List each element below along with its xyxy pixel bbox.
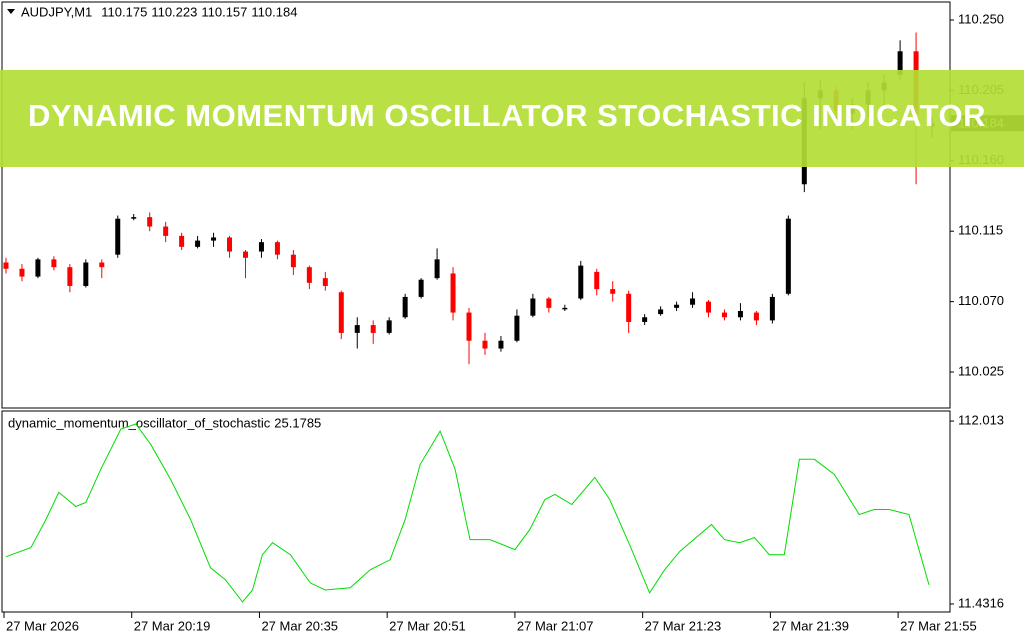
candle-body bbox=[626, 293, 632, 322]
x-tick-label: 27 Mar 21:23 bbox=[645, 618, 722, 633]
y-tick-label: 110.250 bbox=[958, 11, 1004, 26]
candle-body bbox=[721, 312, 727, 318]
candle-body bbox=[658, 309, 664, 315]
candle-body bbox=[466, 312, 472, 341]
candle-body bbox=[147, 217, 153, 227]
indicator-label: dynamic_momentum_oscillator_of_stochasti… bbox=[8, 415, 271, 430]
candle-body bbox=[546, 298, 552, 308]
candle-body bbox=[179, 235, 185, 247]
y-tick-label: 112.013 bbox=[958, 412, 1004, 427]
y-tick-label: 110.115 bbox=[958, 223, 1003, 238]
candle-body bbox=[19, 268, 25, 277]
header-price: 110.175 bbox=[101, 4, 147, 19]
candle-body bbox=[131, 217, 137, 219]
candle-body bbox=[514, 315, 520, 341]
x-tick-label: 27 Mar 21:39 bbox=[772, 618, 849, 633]
candle-body bbox=[227, 237, 233, 252]
symbol-menu-arrow[interactable] bbox=[7, 9, 15, 14]
candle-body bbox=[450, 273, 456, 313]
header-price: 110.184 bbox=[251, 4, 297, 19]
candle-body bbox=[322, 278, 328, 286]
candle-body bbox=[402, 296, 408, 318]
candle-body bbox=[3, 262, 9, 269]
header-price: 110.223 bbox=[151, 4, 197, 19]
y-tick-label: 110.025 bbox=[958, 363, 1004, 378]
candle-body bbox=[338, 292, 344, 333]
y-tick-label: 110.070 bbox=[958, 293, 1004, 308]
candle-body bbox=[753, 312, 759, 321]
candle-body bbox=[562, 307, 568, 310]
x-tick-label: 27 Mar 20:35 bbox=[261, 618, 338, 633]
candle-body bbox=[642, 317, 648, 322]
candle-body bbox=[769, 296, 775, 321]
candle-body bbox=[163, 226, 169, 236]
candle-body bbox=[498, 340, 504, 349]
candle-body bbox=[274, 242, 280, 255]
oscillator-panel bbox=[1, 410, 951, 613]
candle-body bbox=[434, 259, 440, 279]
x-tick-label: 27 Mar 21:07 bbox=[517, 618, 594, 633]
header-price: 110.157 bbox=[201, 4, 247, 19]
candle-body bbox=[290, 254, 296, 268]
candle-body bbox=[35, 259, 41, 277]
candle-body bbox=[386, 320, 392, 333]
candle-body bbox=[354, 325, 360, 333]
candle-body bbox=[370, 325, 376, 333]
candle-body bbox=[482, 340, 488, 349]
candle-body bbox=[211, 237, 217, 241]
x-tick-label: 27 Mar 20:51 bbox=[389, 618, 466, 633]
symbol-label: AUDJPY,M1 bbox=[21, 4, 92, 19]
candle-body bbox=[674, 304, 680, 308]
candle-body bbox=[594, 271, 600, 290]
candle-body bbox=[706, 301, 712, 313]
candle-body bbox=[99, 262, 105, 268]
price-panel bbox=[1, 1, 951, 409]
candle-body bbox=[690, 298, 696, 305]
candle-body bbox=[195, 240, 201, 247]
candle-body bbox=[578, 265, 584, 299]
candle-body bbox=[418, 279, 424, 297]
indicator-readout: 25.1785 bbox=[274, 415, 321, 430]
candle-body bbox=[785, 218, 791, 294]
candle-body bbox=[306, 267, 312, 283]
candle-body bbox=[115, 218, 121, 255]
banner bbox=[0, 70, 1024, 167]
candle-body bbox=[242, 251, 248, 258]
candle-body bbox=[83, 262, 89, 286]
candle-body bbox=[610, 289, 616, 294]
x-tick-label: 27 Mar 20:19 bbox=[134, 618, 211, 633]
candle-body bbox=[737, 310, 743, 318]
candle-body bbox=[258, 242, 264, 252]
oscillator-line bbox=[5, 423, 930, 603]
candle-body bbox=[897, 51, 903, 75]
banner-title: DYNAMIC MOMENTUM OSCILLATOR STOCHASTIC I… bbox=[28, 98, 986, 133]
candle-body bbox=[67, 267, 73, 286]
x-tick-label: 27 Mar 21:55 bbox=[900, 618, 977, 633]
candle-body bbox=[530, 298, 536, 316]
y-tick-label: 11.4316 bbox=[958, 595, 1004, 610]
x-tick-label: 27 Mar 2026 bbox=[6, 618, 79, 633]
candle-body bbox=[51, 259, 57, 268]
